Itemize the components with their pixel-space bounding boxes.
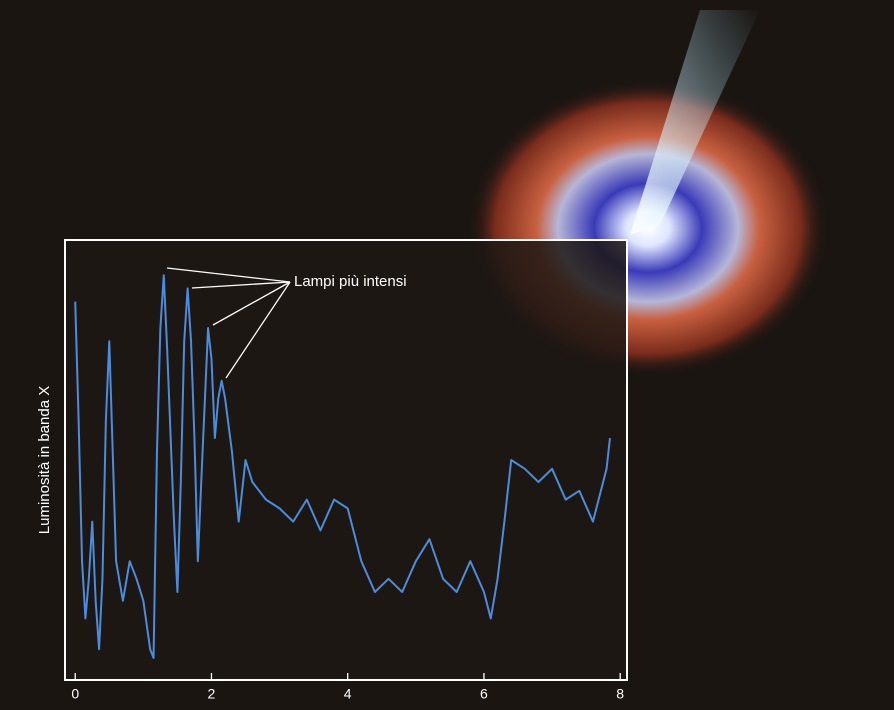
x-tick-label: 8 — [616, 686, 624, 702]
plot-frame — [65, 240, 627, 680]
x-tick-label: 4 — [344, 686, 352, 702]
chart: Luminosità in banda X Lampi più intensi … — [0, 0, 894, 710]
annotation: Lampi più intensi — [294, 273, 407, 290]
x-tick-label: 0 — [71, 686, 79, 702]
x-tick-label: 2 — [208, 686, 216, 702]
y-axis-label: Luminosità in banda X — [36, 386, 53, 534]
x-tick-label: 6 — [480, 686, 488, 702]
